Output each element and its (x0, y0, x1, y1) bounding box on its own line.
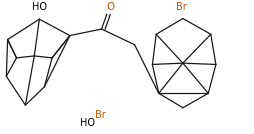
Text: O: O (106, 2, 115, 12)
Text: HO: HO (80, 118, 95, 128)
Text: HO: HO (32, 2, 47, 12)
Text: Br: Br (95, 110, 106, 120)
Text: Br: Br (176, 2, 187, 12)
